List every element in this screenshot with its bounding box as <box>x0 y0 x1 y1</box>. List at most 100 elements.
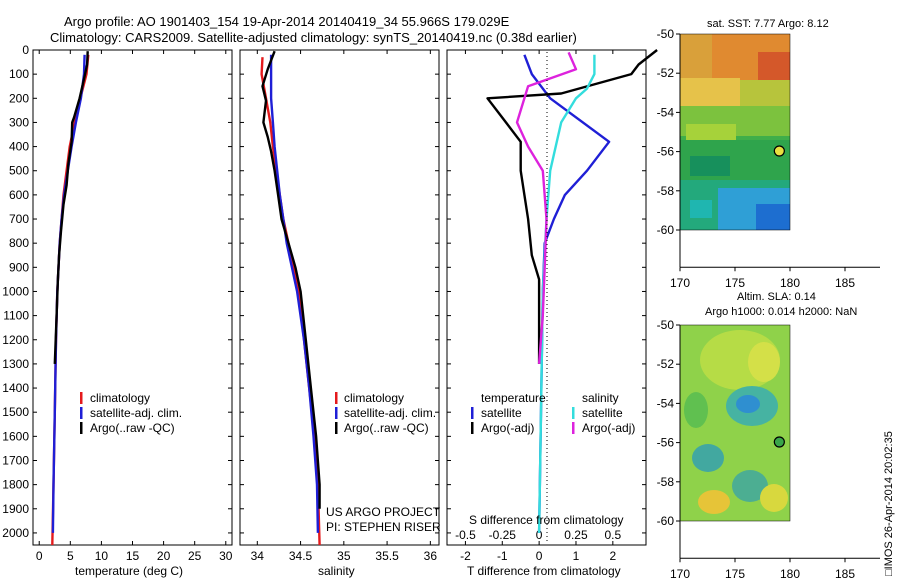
salinity-axes <box>239 49 440 546</box>
depth-tick-label: 1800 <box>2 478 29 492</box>
depth-tick-label: 1100 <box>3 309 29 323</box>
salinity-xlabel: salinity <box>318 564 355 578</box>
title-line-2: Climatology: CARS2009. Satellite-adjuste… <box>50 30 577 45</box>
x-tick-label: -2 <box>460 549 471 563</box>
series-line <box>523 54 611 533</box>
depth-tick-label: 600 <box>9 188 29 202</box>
legend-label-satellite: satellite-adj. clim. <box>90 406 182 420</box>
depth-tick-label: 300 <box>9 115 29 129</box>
depth-tick-label: 1500 <box>2 405 29 419</box>
x-tick-label: 0 <box>536 549 543 563</box>
sst-field <box>680 34 790 230</box>
sla-field <box>684 330 788 514</box>
legend-label-salinity-satellite: satellite <box>582 406 623 420</box>
map-x-tick-label: 185 <box>835 276 855 290</box>
s-diff-tick-label: -0.5 <box>455 528 476 542</box>
legend-swatch-satellite <box>335 407 338 419</box>
legend-swatch-satellite <box>80 407 83 419</box>
depth-tick-label: 1300 <box>2 357 29 371</box>
map-y-tick-label: -54 <box>657 105 675 119</box>
x-tick-label: 20 <box>157 549 171 563</box>
map-y-tick-label: -60 <box>657 223 675 237</box>
x-tick-label: 15 <box>126 549 140 563</box>
map-y-tick-label: -52 <box>657 357 675 371</box>
map-x-tick-label: 180 <box>780 567 800 580</box>
depth-tick-label: 900 <box>9 260 29 274</box>
map-y-tick-label: -58 <box>657 475 675 489</box>
sla-map-subtitle: Argo h1000: 0.014 h2000: NaN <box>705 306 857 318</box>
s-diff-tick-label: 0.5 <box>604 528 621 542</box>
x-tick-label: 36 <box>424 549 438 563</box>
map-x-tick-label: 170 <box>670 567 690 580</box>
x-tick-label: 30 <box>219 549 233 563</box>
map-x-tick-label: 185 <box>835 567 855 580</box>
map-y-tick-label: -58 <box>657 184 675 198</box>
legend-label-satellite: satellite-adj. clim. <box>344 406 436 420</box>
legend-label-temperature-satellite: satellite <box>481 406 522 420</box>
legend-heading-temperature: temperature <box>481 391 546 405</box>
depth-tick-label: 400 <box>9 140 29 154</box>
depth-tick-label: 1200 <box>2 333 29 347</box>
x-tick-label: 2 <box>609 549 616 563</box>
legend-swatch-salinity-argo <box>572 422 575 434</box>
series-line <box>260 57 321 546</box>
float-position-marker <box>773 436 785 448</box>
sst-map-title: sat. SST: 7.77 Argo: 8.12 <box>707 18 829 30</box>
map-y-tick-label: -60 <box>657 514 675 528</box>
depth-tick-label: 1900 <box>2 502 29 516</box>
salinity-legend: climatology satellite-adj. clim. Argo(..… <box>326 391 441 534</box>
project-annotation: US ARGO PROJECT <box>326 505 441 519</box>
legend-label-salinity-argo: Argo(-adj) <box>582 421 635 435</box>
legend-label-climatology: climatology <box>344 391 404 405</box>
difference-legend: temperature satellite Argo(-adj) salinit… <box>471 391 635 435</box>
s-diff-tick-label: 0 <box>536 528 543 542</box>
depth-tick-label: 1000 <box>2 284 29 298</box>
temperature-xlabel: temperature (deg C) <box>75 564 183 578</box>
depth-tick-label: 200 <box>9 91 29 105</box>
map-y-tick-label: -54 <box>657 396 675 410</box>
series-line <box>53 51 89 364</box>
depth-tick-label: 1400 <box>2 381 29 395</box>
difference-axes <box>446 49 647 546</box>
x-tick-label: 25 <box>188 549 202 563</box>
x-tick-label: -1 <box>497 549 508 563</box>
depth-tick-label: 1600 <box>2 429 29 443</box>
x-tick-label: 10 <box>95 549 109 563</box>
x-tick-label: 35 <box>337 549 351 563</box>
temperature-axes <box>32 49 233 546</box>
legend-swatch-temperature-satellite <box>471 407 474 419</box>
depth-tick-label: 0 <box>22 43 29 57</box>
series-line <box>486 49 658 364</box>
x-tick-label: 1 <box>573 549 580 563</box>
series-line <box>261 50 321 509</box>
legend-swatch-climatology <box>335 392 338 404</box>
legend-swatch-argo <box>80 422 83 434</box>
depth-tick-label: 800 <box>9 236 29 250</box>
depth-tick-label: 500 <box>9 164 29 178</box>
map-x-tick-label: 175 <box>725 276 745 290</box>
legend-label-temperature-argo: Argo(-adj) <box>481 421 534 435</box>
map-y-tick-label: -56 <box>657 145 675 159</box>
title-line-1: Argo profile: AO 1901403_154 19-Apr-2014… <box>64 14 510 29</box>
legend-label-argo: Argo(..raw -QC) <box>90 421 175 435</box>
x-tick-label: 34.5 <box>289 549 313 563</box>
float-position-marker <box>773 145 785 157</box>
s-diff-tick-label: 0.25 <box>564 528 588 542</box>
legend-swatch-salinity-satellite <box>572 407 575 419</box>
x-tick-label: 5 <box>67 549 74 563</box>
map-x-tick-label: 180 <box>780 276 800 290</box>
x-tick-label: 34 <box>251 549 265 563</box>
temperature-legend: climatology satellite-adj. clim. Argo(..… <box>80 391 182 435</box>
imos-timestamp: □IMOS 26-Apr-2014 20:02:35 <box>883 431 895 576</box>
depth-tick-label: 100 <box>9 67 29 81</box>
map-y-tick-label: -50 <box>657 27 675 41</box>
legend-swatch-climatology <box>80 392 83 404</box>
sla-map-title: Altim. SLA: 0.14 <box>737 291 816 303</box>
map-y-tick-label: -52 <box>657 66 675 80</box>
x-tick-label: 35.5 <box>375 549 399 563</box>
pi-annotation: PI: STEPHEN RISER <box>326 520 441 534</box>
series-line <box>537 54 596 533</box>
depth-tick-label: 700 <box>9 212 29 226</box>
difference-top-xlabel: S difference from climatology <box>469 513 624 527</box>
difference-xlabel: T difference from climatology <box>467 564 621 578</box>
